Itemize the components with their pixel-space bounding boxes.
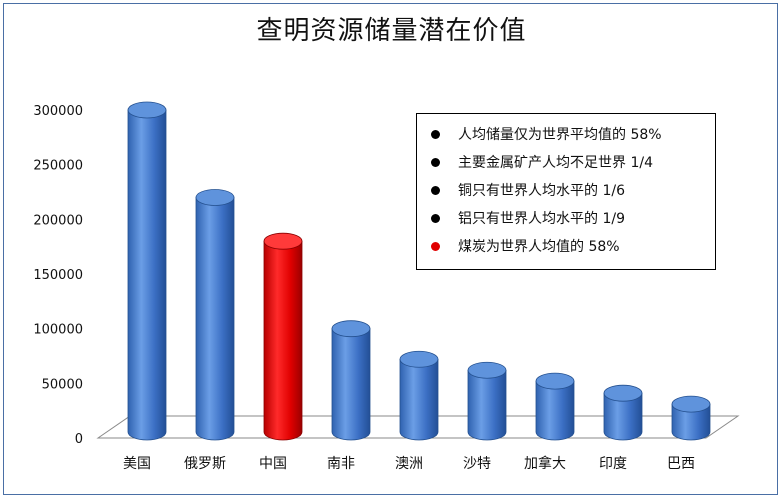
x-tick-label: 美国 — [123, 456, 151, 472]
bar — [331, 320, 371, 441]
legend-entry: 铝只有世界人均水平的 1/9 — [431, 208, 625, 228]
legend-entry: 铜只有世界人均水平的 1/6 — [431, 180, 625, 200]
bullet-icon — [431, 185, 440, 195]
legend-entry-text: 铜只有世界人均水平的 1/6 — [458, 183, 625, 199]
x-tick-label: 印度 — [599, 456, 627, 472]
bar — [671, 395, 711, 441]
y-tick-label: 300000 — [33, 104, 83, 119]
x-axis: 美国 俄罗斯 中国 南非 澳洲 沙特 加拿大 印度 巴西 — [123, 455, 695, 472]
legend-entry-text: 铝只有世界人均水平的 1/9 — [458, 211, 625, 227]
legend-entry: 主要金属矿产人均不足世界 1/4 — [431, 152, 653, 172]
bullet-icon — [431, 157, 440, 167]
bullet-icon — [431, 241, 440, 251]
y-tick-label: 150000 — [33, 268, 83, 283]
bullet-icon — [431, 129, 440, 139]
bar — [603, 384, 643, 441]
x-tick-label: 沙特 — [463, 456, 491, 472]
y-axis: 0 50000 100000 150000 200000 250000 300000 — [33, 104, 83, 447]
bar-series — [127, 101, 711, 441]
bullet-icon — [431, 213, 440, 223]
bar — [263, 232, 303, 441]
legend-entry: 人均储量仅为世界平均值的 58% — [431, 124, 662, 144]
x-tick-label: 南非 — [327, 456, 355, 472]
bar — [535, 372, 575, 441]
x-tick-label: 中国 — [259, 456, 287, 472]
bar — [195, 189, 235, 441]
legend-entry: 煤炭为世界人均值的 58% — [431, 236, 620, 256]
y-tick-label: 0 — [75, 432, 83, 447]
legend-entry-text: 人均储量仅为世界平均值的 58% — [458, 127, 662, 143]
chart-title: 查明资源储量潜在价值 — [256, 16, 527, 46]
legend-entry-text: 主要金属矿产人均不足世界 1/4 — [458, 155, 653, 171]
y-tick-label: 250000 — [33, 159, 83, 174]
y-tick-label: 200000 — [33, 213, 83, 228]
bar — [127, 101, 167, 441]
x-tick-label: 澳洲 — [395, 456, 423, 472]
legend-box: 人均储量仅为世界平均值的 58% 主要金属矿产人均不足世界 1/4 铜只有世界人均水… — [416, 113, 716, 270]
y-tick-label: 50000 — [42, 377, 83, 392]
bar — [467, 361, 507, 441]
x-tick-label: 加拿大 — [524, 455, 566, 472]
bar — [399, 350, 439, 441]
legend-entry-text: 煤炭为世界人均值的 58% — [458, 239, 620, 255]
x-tick-label: 巴西 — [667, 456, 695, 472]
y-tick-label: 100000 — [33, 323, 83, 338]
x-tick-label: 俄罗斯 — [184, 456, 226, 472]
